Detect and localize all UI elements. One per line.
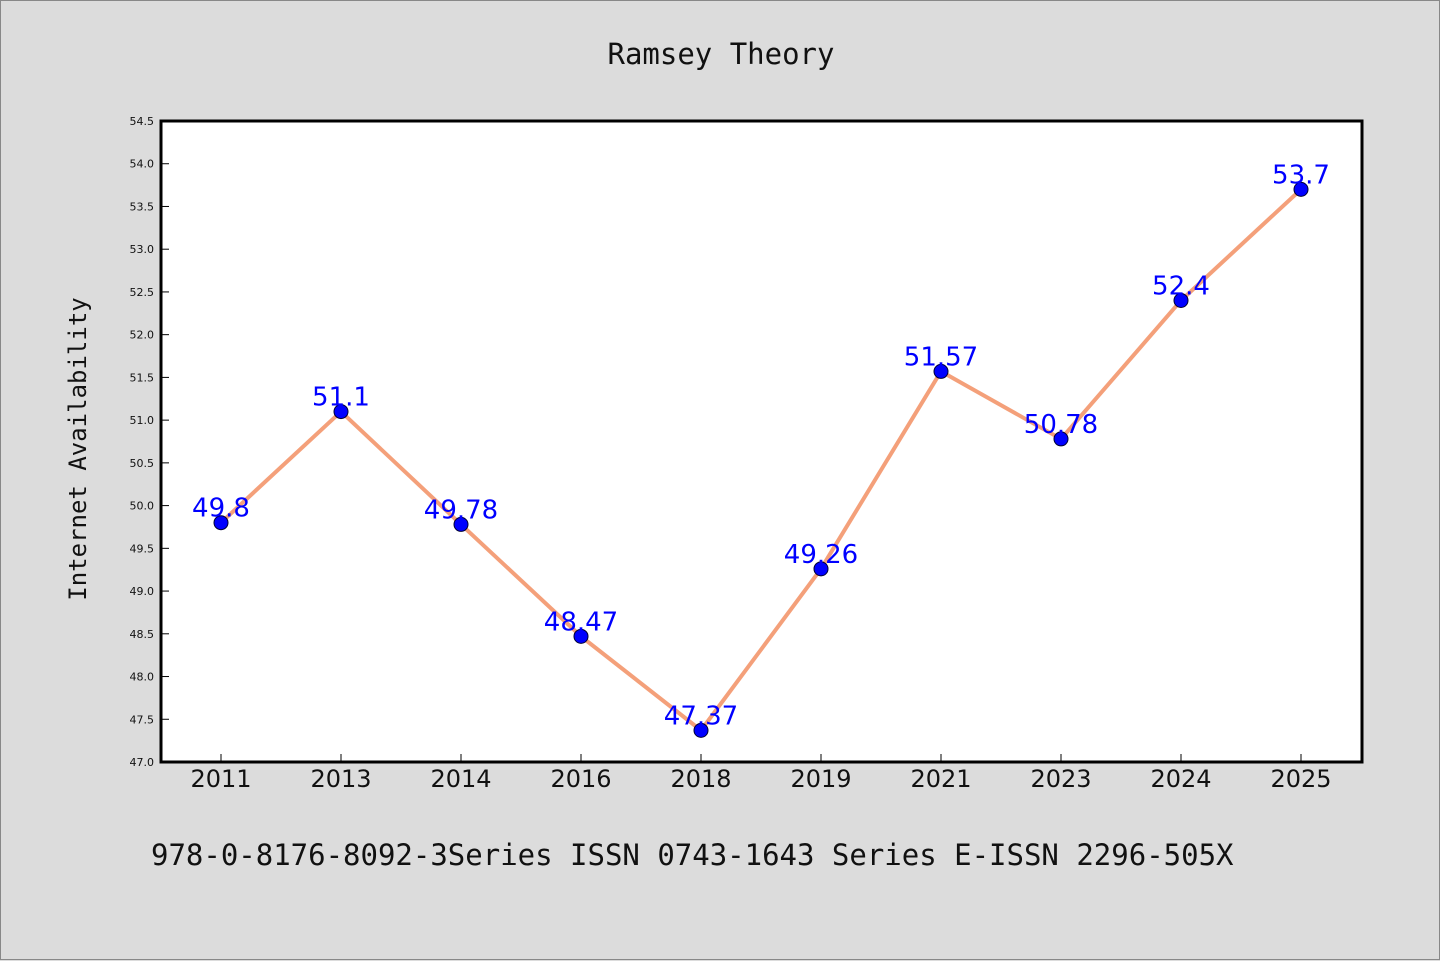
y-tick-label: 54.0 bbox=[130, 158, 155, 171]
x-tick-label: 2013 bbox=[310, 765, 371, 793]
data-label: 53.7 bbox=[1272, 160, 1330, 190]
data-point bbox=[333, 404, 349, 420]
data-label: 52.4 bbox=[1152, 271, 1210, 301]
x-tick-label: 2021 bbox=[910, 765, 971, 793]
data-label: 48.47 bbox=[544, 607, 618, 637]
x-axis-ticks: 2011 2013 2014 2016 2018 2019 2021 2023 2024 2025 bbox=[190, 754, 1332, 793]
y-tick-label: 53.0 bbox=[130, 243, 155, 256]
x-tick-label: 2025 bbox=[1270, 765, 1331, 793]
y-tick-label: 49.0 bbox=[130, 585, 155, 598]
data-point bbox=[933, 363, 949, 379]
data-label: 47.37 bbox=[664, 701, 738, 731]
data-point bbox=[453, 516, 469, 532]
plot-area bbox=[161, 121, 1362, 762]
data-point bbox=[573, 628, 589, 644]
y-axis-label: Internet Availability bbox=[64, 297, 92, 600]
y-tick-label: 53.5 bbox=[130, 200, 155, 213]
y-tick-label: 47.0 bbox=[130, 756, 155, 769]
data-label: 49.8 bbox=[192, 494, 250, 524]
x-tick-label: 2018 bbox=[670, 765, 731, 793]
y-tick-label: 48.5 bbox=[130, 628, 155, 641]
data-label: 49.78 bbox=[424, 495, 498, 525]
y-axis-ticks: 47.0 47.5 48.0 48.5 49.0 49.5 50.0 50.5 51.0 51.5… bbox=[130, 115, 169, 769]
y-tick-label: 50.0 bbox=[130, 500, 155, 513]
data-point bbox=[1173, 292, 1189, 308]
y-tick-label: 52.0 bbox=[130, 329, 155, 342]
footer-isbn-text: 978-0-8176-8092-3Series ISSN 0743-1643 S… bbox=[151, 838, 1234, 872]
y-tick-label: 51.5 bbox=[130, 371, 155, 384]
x-tick-label: 2014 bbox=[430, 765, 491, 793]
x-tick-label: 2024 bbox=[1150, 765, 1211, 793]
x-tick-label: 2019 bbox=[790, 765, 851, 793]
data-label: 49.26 bbox=[784, 540, 858, 570]
data-point bbox=[213, 515, 229, 531]
data-label: 50.78 bbox=[1024, 410, 1098, 440]
y-tick-label: 51.0 bbox=[130, 414, 155, 427]
data-point bbox=[813, 561, 829, 577]
plot-border bbox=[159, 119, 1364, 764]
y-tick-label: 48.0 bbox=[130, 671, 155, 684]
y-tick-label: 50.5 bbox=[130, 457, 155, 470]
x-tick-label: 2016 bbox=[550, 765, 611, 793]
data-point bbox=[1053, 431, 1069, 447]
data-series: 49.8 51.1 49.78 48.47 47.37 49.26 51.57 50.78 52… bbox=[192, 160, 1330, 738]
series-line bbox=[219, 187, 1303, 733]
x-tick-label: 2011 bbox=[190, 765, 251, 793]
data-point bbox=[693, 722, 709, 738]
data-point bbox=[1293, 181, 1309, 197]
y-tick-label: 54.5 bbox=[130, 115, 155, 128]
y-tick-label: 52.5 bbox=[130, 286, 155, 299]
chart-title: Ramsey Theory bbox=[608, 37, 835, 71]
y-tick-label: 47.5 bbox=[130, 713, 155, 726]
data-label: 51.1 bbox=[312, 383, 370, 413]
y-tick-label: 49.5 bbox=[130, 542, 155, 555]
x-tick-label: 2023 bbox=[1030, 765, 1091, 793]
data-label: 51.57 bbox=[904, 342, 978, 372]
